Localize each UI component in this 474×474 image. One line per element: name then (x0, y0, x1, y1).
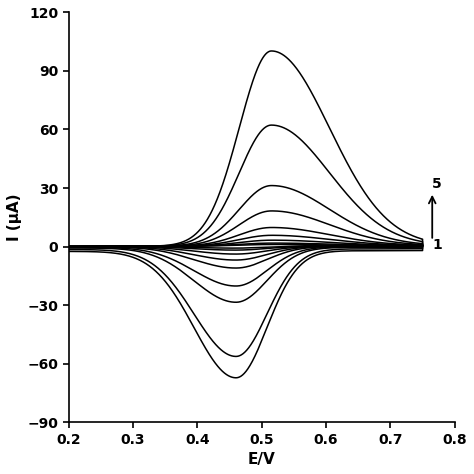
X-axis label: E/V: E/V (248, 452, 276, 467)
Text: 5: 5 (432, 177, 442, 191)
Text: 1: 1 (432, 237, 442, 252)
Y-axis label: I (μA): I (μA) (7, 193, 22, 241)
